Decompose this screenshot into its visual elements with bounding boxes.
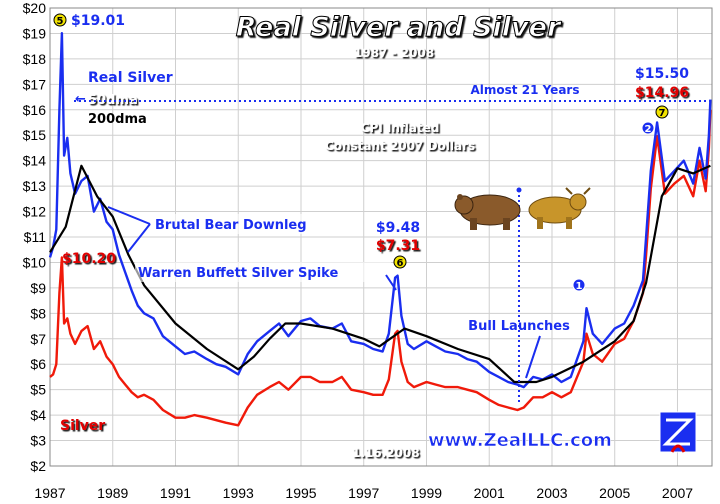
arrow-left-icon: ←	[75, 92, 86, 107]
bear-icon	[454, 194, 521, 230]
y-tick-label: $18	[23, 51, 47, 67]
peak-real-6: $9.48	[376, 220, 420, 236]
nominal-start-price: $10.20	[62, 251, 116, 267]
x-tick-label: 1997	[348, 485, 379, 501]
y-tick-label: $19	[23, 25, 47, 41]
badge-2-marker	[641, 121, 655, 135]
warren-buffett-label: Warren Buffett Silver Spike	[138, 266, 338, 281]
label-50dma: 50dma	[88, 93, 138, 108]
zeal-logo-icon	[659, 411, 697, 453]
cpi-line-1: CPI Inflated	[361, 121, 440, 135]
y-tick-label: $14	[23, 153, 47, 169]
peak-real-5: $19.01	[71, 13, 125, 29]
badge-7-marker	[655, 105, 669, 119]
series-layer	[48, 32, 712, 427]
badge-7-label: 7	[659, 108, 666, 119]
bull-arrow	[525, 335, 541, 379]
y-tick-label: $9	[30, 280, 46, 296]
x-tick-label: 2003	[536, 485, 567, 501]
brutal-bear-box	[150, 214, 326, 234]
x-tick-label: 1999	[411, 485, 442, 501]
y-tick-label: $8	[30, 305, 46, 321]
badge-5-marker	[53, 13, 67, 27]
x-tick-label: 2005	[599, 485, 630, 501]
x-tick-label: 1989	[97, 485, 128, 501]
brutal-arrow-2	[127, 223, 151, 253]
x-tick-label: 2007	[662, 485, 693, 501]
badge-2-label: 2	[645, 124, 652, 135]
chart-title: Real Silver and Silver	[236, 12, 562, 43]
x-tick-label: 1995	[285, 485, 316, 501]
chart-subtitle: 1987 - 2008	[354, 46, 434, 60]
almost-21-years-label: Almost 21 Years	[471, 83, 580, 97]
peak-nominal-6: $7.31	[376, 238, 420, 254]
silver-series-label: Silver	[60, 418, 105, 434]
label-real-silver: Real Silver	[88, 70, 173, 86]
bull-launches-label: Bull Launches	[468, 319, 570, 334]
plot-frame	[49, 7, 713, 467]
y-tick-label: $12	[23, 204, 47, 220]
chart-date: 1.16.2008	[352, 446, 420, 460]
y-tick-label: $6	[30, 356, 46, 372]
peak-real-7: $15.50	[635, 66, 689, 82]
label-200dma: 200dma	[88, 112, 147, 127]
peak-nominal-7: $14.96	[635, 85, 689, 101]
x-tick-label: 1993	[223, 485, 254, 501]
y-tick-label: $10	[23, 254, 47, 270]
x-axis-ticks: 1987 1989 1991 1993 1995 1997 1999 2001 2003 2005…	[34, 485, 693, 501]
y-tick-label: $4	[30, 407, 46, 423]
y-tick-label: $13	[23, 178, 47, 194]
series-line-silver	[49, 109, 712, 427]
y-axis-ticks: $2 $3 $4 $5 $6 $7 $8 $9 $10 $11 $12 $13 $14 $15 $16 $17…	[23, 0, 47, 474]
badge-5-label: 5	[57, 16, 64, 27]
x-tick-label: 2001	[474, 485, 505, 501]
bull-icon	[528, 187, 591, 229]
y-tick-label: $3	[30, 433, 46, 449]
website-label[interactable]: www.ZealLLC.com	[428, 430, 613, 452]
y-tick-label: $7	[30, 331, 46, 347]
y-tick-label: $5	[30, 382, 46, 398]
x-tick-label: 1991	[160, 485, 191, 501]
y-tick-label: $2	[30, 458, 46, 474]
cpi-line-2: Constant 2007 Dollars	[325, 139, 475, 153]
badge-1-marker	[572, 278, 586, 292]
badge-6-marker	[393, 255, 407, 269]
badge-1-label: 1	[576, 281, 583, 292]
x-tick-label: 1987	[34, 485, 65, 501]
buffett-box	[135, 262, 391, 282]
y-tick-label: $15	[23, 127, 47, 143]
y-tick-label: $11	[24, 229, 47, 245]
series-line-real-silver	[48, 32, 712, 389]
bull-launch-dot	[516, 187, 522, 193]
series-line-200dma	[49, 164, 711, 384]
badge-6-label: 6	[397, 258, 404, 269]
brutal-arrow-1	[107, 206, 151, 225]
brutal-bear-downleg-label: Brutal Bear Downleg	[155, 218, 307, 233]
buffett-arrow	[385, 274, 397, 291]
y-tick-label: $20	[23, 0, 47, 16]
y-tick-label: $16	[23, 102, 47, 118]
y-tick-label: $17	[23, 76, 47, 92]
